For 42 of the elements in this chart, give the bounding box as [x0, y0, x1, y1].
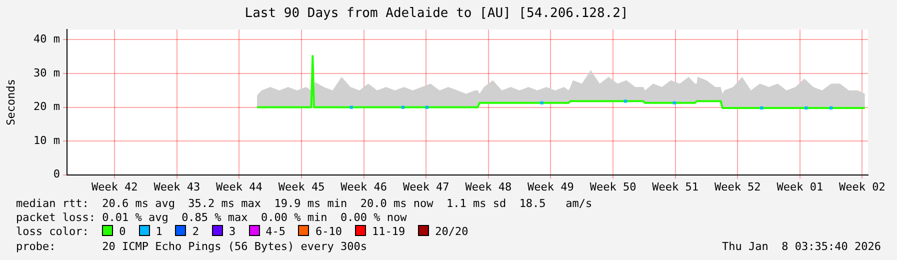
point — [624, 100, 628, 103]
x-tick-label: Week 46 — [340, 180, 387, 194]
point — [401, 106, 405, 109]
x-tick-label: Week 52 — [714, 180, 761, 194]
point — [830, 106, 833, 110]
x-tick-label: Week 42 — [91, 180, 138, 194]
point — [672, 101, 676, 104]
y-axis-title: Seconds — [4, 79, 18, 126]
legend-title: loss color: — [16, 225, 90, 238]
x-tick-label: Week 43 — [154, 180, 200, 194]
y-tick-label: 30 m — [34, 66, 60, 80]
text: probe: 20 ICMP Echo Pings (56 Bytes) every 300s — [16, 240, 367, 254]
x-tick-label: Week 01 — [776, 180, 824, 194]
legend-label: 0 — [118, 225, 126, 238]
y-tick-label: 40 m — [34, 32, 60, 46]
legend-label: 3 — [228, 225, 236, 238]
point — [425, 106, 429, 109]
point — [760, 106, 764, 110]
x-tick-label: Week 48 — [465, 180, 512, 194]
x-tick-label: Week 51 — [652, 180, 698, 194]
text: Thu Jan 8 03:35:40 2026 — [722, 240, 881, 254]
text: median rtt: 20.6 ms avg 35.2 ms max 19.9 ms min 20.0 ms now 1.1 ms sd 18.5 am/s — [16, 197, 592, 211]
y-tick-label: 20 m — [34, 100, 60, 114]
x-tick-label: Week 50 — [590, 180, 636, 194]
text: packet loss: 0.01 % avg 0.85 % max 0.00 % min 0.00 % now — [16, 211, 407, 225]
x-tick-label: Week 47 — [402, 180, 450, 194]
x-tick-label: Week 45 — [278, 180, 325, 194]
legend-label: 11-19 — [370, 225, 406, 238]
legend-label: 2 — [191, 225, 199, 238]
legend-label: 6-10 — [314, 225, 342, 238]
chart-title: Last 90 Days from Adelaide to [AU] [54.206.128.2] — [244, 6, 628, 22]
legend-label: 1 — [154, 225, 162, 238]
point — [350, 106, 353, 109]
point — [804, 106, 808, 110]
y-tick-label: 0 — [53, 168, 60, 181]
point — [540, 101, 544, 104]
legend-label: 4-5 — [264, 225, 286, 238]
legend-label: 20/20 — [434, 225, 468, 238]
x-tick-label: Week 02 — [839, 180, 886, 194]
x-tick-label: Week 49 — [528, 180, 574, 194]
x-tick-label: Week 44 — [216, 180, 263, 194]
y-tick-label: 10 m — [34, 134, 60, 147]
